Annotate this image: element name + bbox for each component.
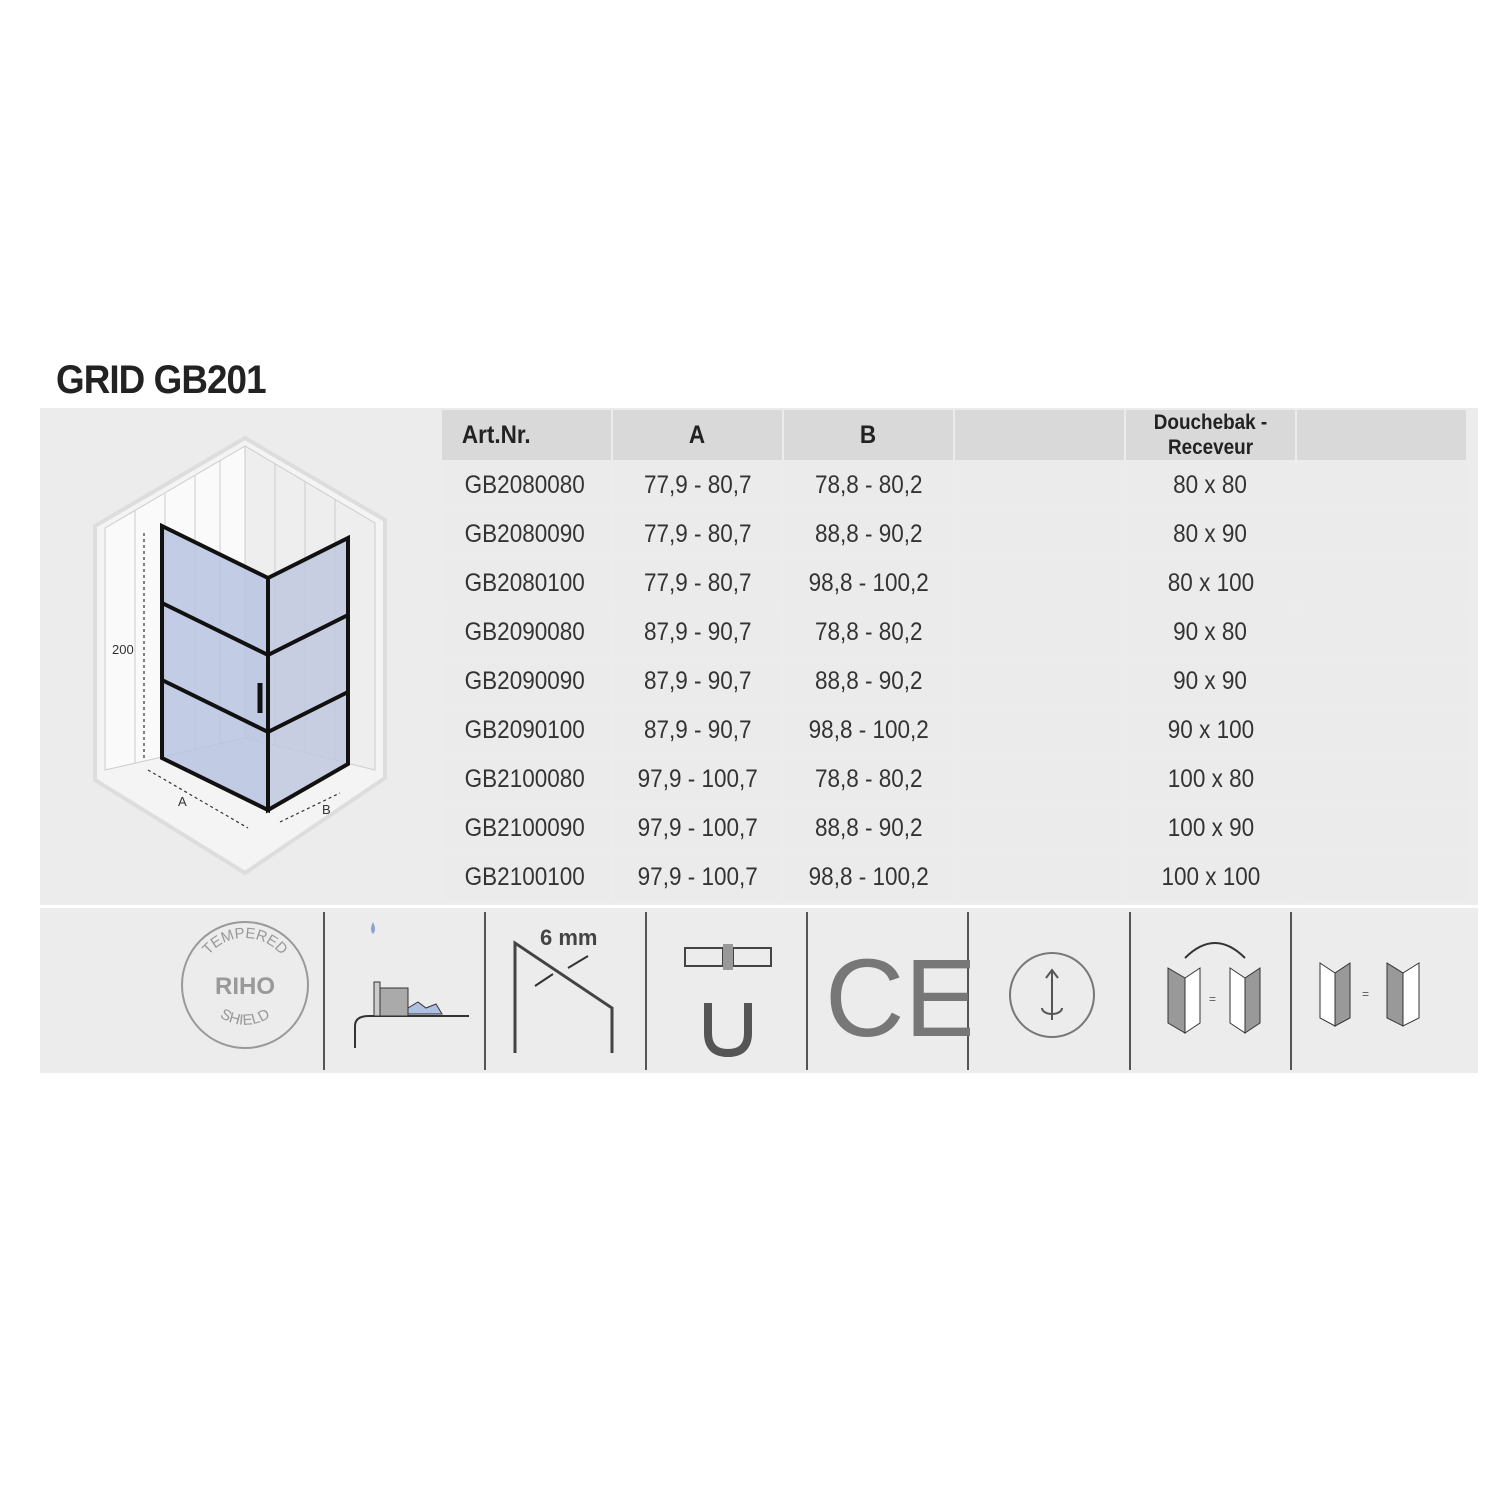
cell-art-nr: GB2090080 — [442, 609, 611, 656]
cell-empty — [955, 805, 1124, 852]
table-row: GB2090100 87,9 - 90,7 98,8 - 100,2 90 x 100 — [442, 707, 1466, 754]
cell-empty — [955, 707, 1124, 754]
cell-a-range: 87,9 - 90,7 — [613, 707, 782, 754]
cell-b-range: 78,8 - 80,2 — [784, 462, 953, 509]
svg-text:CE: CE — [825, 937, 970, 1060]
easy-clean-icon — [354, 922, 469, 1048]
svg-text:RIHO: RIHO — [215, 973, 275, 1000]
cell-empty-2 — [1297, 462, 1466, 509]
cell-art-nr: GB2080100 — [442, 560, 611, 607]
table-row: GB2100100 97,9 - 100,7 98,8 - 100,2 100 x 1… — [442, 854, 1466, 901]
cell-art-nr: GB2100100 — [442, 854, 611, 901]
cell-a-range: 77,9 - 80,7 — [613, 462, 782, 509]
cell-empty-2 — [1297, 756, 1466, 803]
cell-b-range: 88,8 - 90,2 — [784, 511, 953, 558]
ce-mark-icon: CE — [825, 937, 970, 1060]
cell-empty-2 — [1297, 707, 1466, 754]
cell-art-nr: GB2080080 — [442, 462, 611, 509]
cell-tray-size: 90 x 100 — [1126, 707, 1295, 754]
cell-empty — [955, 658, 1124, 705]
cell-art-nr: GB2100080 — [442, 756, 611, 803]
cell-empty — [955, 854, 1124, 901]
reversible-door-icon: = — [1167, 942, 1261, 1034]
cell-empty-2 — [1297, 854, 1466, 901]
glass-thickness-icon: 6 mm — [513, 925, 614, 1053]
cell-art-nr: GB2090090 — [442, 658, 611, 705]
cell-tray-size: 100 x 100 — [1126, 854, 1295, 901]
cell-tray-size: 80 x 100 — [1126, 560, 1295, 607]
table-row: GB2080080 77,9 - 80,7 78,8 - 80,2 80 x 80 — [442, 462, 1466, 509]
cell-a-range: 97,9 - 100,7 — [613, 854, 782, 901]
cell-empty-2 — [1297, 609, 1466, 656]
cell-a-range: 77,9 - 80,7 — [613, 560, 782, 607]
cell-tray-size: 90 x 90 — [1126, 658, 1295, 705]
cell-empty — [955, 560, 1124, 607]
col-empty-2 — [1297, 410, 1466, 460]
page-title: GRID GB201 — [56, 358, 267, 402]
col-empty — [955, 410, 1124, 460]
cell-a-range: 97,9 - 100,7 — [613, 756, 782, 803]
col-a: A — [613, 410, 782, 460]
height-label: 200 — [112, 642, 134, 657]
spec-table: Art.Nr. A B Douchebak - Receveur GB20800… — [440, 408, 1468, 903]
cell-b-range: 98,8 - 100,2 — [784, 560, 953, 607]
cell-tray-size: 90 x 80 — [1126, 609, 1295, 656]
cell-empty-2 — [1297, 658, 1466, 705]
cell-tray-size: 100 x 80 — [1126, 756, 1295, 803]
table-row: GB2080090 77,9 - 80,7 88,8 - 90,2 80 x 90 — [442, 511, 1466, 558]
col-art-nr: Art.Nr. — [442, 410, 611, 460]
cell-tray-size: 80 x 80 — [1126, 462, 1295, 509]
cell-b-range: 98,8 - 100,2 — [784, 707, 953, 754]
table-header-row: Art.Nr. A B Douchebak - Receveur — [442, 410, 1466, 460]
b-label: B — [322, 802, 331, 817]
cell-a-range: 87,9 - 90,7 — [613, 658, 782, 705]
lift-hinge-icon — [1009, 952, 1095, 1038]
cell-a-range: 97,9 - 100,7 — [613, 805, 782, 852]
cell-art-nr: GB2100090 — [442, 805, 611, 852]
cell-art-nr: GB2090100 — [442, 707, 611, 754]
a-label: A — [178, 794, 187, 809]
svg-text:=: = — [1209, 992, 1216, 1006]
cell-empty — [955, 462, 1124, 509]
cell-b-range: 78,8 - 80,2 — [784, 756, 953, 803]
cell-a-range: 87,9 - 90,7 — [613, 609, 782, 656]
table-row: GB2100090 97,9 - 100,7 88,8 - 90,2 100 x 90 — [442, 805, 1466, 852]
col-douchebak: Douchebak - Receveur — [1126, 410, 1295, 460]
svg-text:SHIELD: SHIELD — [217, 1005, 272, 1028]
svg-text:=: = — [1362, 987, 1369, 1001]
cell-art-nr: GB2080090 — [442, 511, 611, 558]
svg-text:6 mm: 6 mm — [540, 925, 597, 950]
cell-b-range: 98,8 - 100,2 — [784, 854, 953, 901]
feature-icons-bar: TEMPERED RIHO SHIELD 6 mm CE = = — [40, 908, 1478, 1073]
shower-diagram: 200 A B — [93, 435, 387, 876]
cell-tray-size: 80 x 90 — [1126, 511, 1295, 558]
cell-empty-2 — [1297, 805, 1466, 852]
cell-empty — [955, 511, 1124, 558]
cell-a-range: 77,9 - 80,7 — [613, 511, 782, 558]
tempered-riho-shield-icon: TEMPERED RIHO SHIELD — [181, 921, 309, 1049]
table-row: GB2080100 77,9 - 80,7 98,8 - 100,2 80 x 100 — [442, 560, 1466, 607]
cell-empty-2 — [1297, 560, 1466, 607]
cell-b-range: 88,8 - 90,2 — [784, 805, 953, 852]
left-right-mount-icon: = — [1319, 962, 1420, 1027]
magnetic-seal-icon — [684, 944, 772, 1058]
cell-tray-size: 100 x 90 — [1126, 805, 1295, 852]
cell-b-range: 78,8 - 80,2 — [784, 609, 953, 656]
table-row: GB2090090 87,9 - 90,7 88,8 - 90,2 90 x 90 — [442, 658, 1466, 705]
cell-empty — [955, 609, 1124, 656]
table-row: GB2090080 87,9 - 90,7 78,8 - 80,2 90 x 80 — [442, 609, 1466, 656]
cell-b-range: 88,8 - 90,2 — [784, 658, 953, 705]
cell-empty — [955, 756, 1124, 803]
col-b: B — [784, 410, 953, 460]
cell-empty-2 — [1297, 511, 1466, 558]
table-row: GB2100080 97,9 - 100,7 78,8 - 80,2 100 x 80 — [442, 756, 1466, 803]
